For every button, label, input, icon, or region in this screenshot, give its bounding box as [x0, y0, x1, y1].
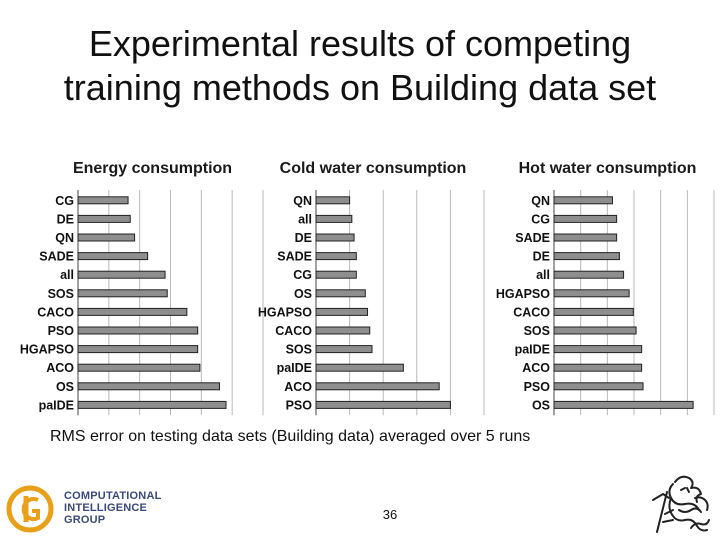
logo-line-1: COMPUTATIONAL	[64, 490, 162, 502]
bar	[553, 233, 618, 242]
bar	[77, 326, 199, 335]
bar	[315, 307, 369, 316]
category-label: DE	[295, 231, 312, 245]
category-label: CACO	[37, 305, 74, 319]
energy-chart: CG DE QN SADE all SOS CACO PSO HGAPSO ACO OS paIDE	[20, 190, 264, 416]
bar	[553, 400, 694, 409]
bar	[315, 400, 451, 409]
bar	[553, 307, 634, 316]
chart-caption: RMS error on testing data sets (Building…	[50, 428, 531, 445]
bar	[315, 233, 355, 242]
category-label: DE	[533, 250, 550, 264]
chart-plot-area: QN all DE SADE CG OS HGAPSO CACO SOS paIDE ACO PSO	[258, 190, 485, 416]
lion-emblem-icon	[652, 475, 710, 533]
bar	[315, 289, 366, 298]
category-label: HGAPSO	[20, 343, 74, 357]
category-label: QN	[55, 231, 74, 245]
bar	[77, 382, 220, 391]
bar	[77, 270, 166, 279]
category-label: SADE	[277, 250, 312, 264]
category-label: CG	[531, 212, 550, 226]
bar	[553, 326, 637, 335]
hot-water-chart: QN CG SADE DE all HGAPSO CACO SOS paIDE ACO PSO OS	[496, 190, 715, 416]
logo-line-3: GROUP	[64, 514, 106, 526]
bar	[77, 214, 131, 223]
cold-water-chart: QN all DE SADE CG OS HGAPSO CACO SOS paIDE ACO PSO	[258, 190, 485, 416]
category-label: ACO	[46, 361, 74, 375]
bar	[553, 363, 643, 372]
bar	[77, 252, 149, 261]
category-label: all	[536, 268, 550, 282]
category-label: SOS	[524, 324, 550, 338]
category-label: PSO	[286, 398, 313, 412]
bar	[315, 270, 357, 279]
category-label: HGAPSO	[496, 287, 550, 301]
bar	[553, 270, 625, 279]
bar	[77, 196, 129, 205]
category-label: SADE	[515, 231, 550, 245]
category-label: SOS	[48, 287, 74, 301]
category-label: CACO	[275, 324, 312, 338]
category-label: OS	[56, 380, 74, 394]
bar	[315, 345, 373, 354]
category-label: CG	[55, 194, 74, 208]
category-label: HGAPSO	[258, 305, 312, 319]
chart-plot-area: CG DE QN SADE all SOS CACO PSO HGAPSO ACO OS paIDE	[20, 190, 264, 416]
bar	[553, 345, 643, 354]
cold-water-chart-title: Cold water consumption	[279, 160, 467, 177]
category-label: all	[298, 212, 312, 226]
bar	[77, 400, 227, 409]
computational-intelligence-group-logo: COMPUTATIONAL INTELLIGENCE GROUP	[4, 484, 174, 534]
category-label: SOS	[286, 343, 312, 357]
bar	[553, 252, 620, 261]
bar	[553, 289, 630, 298]
bar	[77, 289, 168, 298]
category-label: paIDE	[39, 398, 74, 412]
category-label: QN	[293, 194, 312, 208]
hot-water-chart-title: Hot water consumption	[518, 160, 697, 177]
category-label: OS	[294, 287, 312, 301]
category-label: SADE	[39, 250, 74, 264]
category-label: OS	[532, 398, 550, 412]
slide-title-line-2: training methods on Building data set	[63, 67, 657, 108]
energy-chart-title: Energy consumption	[72, 160, 233, 177]
bar	[77, 307, 188, 316]
category-label: CACO	[513, 305, 550, 319]
category-label: paIDE	[515, 343, 550, 357]
category-label: ACO	[522, 361, 550, 375]
chart-plot-area: QN CG SADE DE all HGAPSO CACO SOS paIDE ACO PSO OS	[496, 190, 715, 416]
bar	[315, 252, 357, 261]
cig-logo-text: COMPUTATIONAL INTELLIGENCE GROUP	[64, 490, 162, 526]
bar	[77, 233, 136, 242]
category-label: paIDE	[277, 361, 312, 375]
category-label: all	[60, 268, 74, 282]
bar	[315, 363, 404, 372]
bar	[315, 214, 353, 223]
cig-logo-icon	[6, 485, 54, 533]
slide-title: Experimental results of competing traini…	[0, 22, 720, 110]
bar	[315, 196, 351, 205]
bar	[77, 345, 199, 354]
category-label: CG	[293, 268, 312, 282]
page-number: 36	[382, 507, 398, 522]
category-label: PSO	[48, 324, 75, 338]
category-label: QN	[531, 194, 550, 208]
bar	[553, 196, 613, 205]
bar	[315, 326, 371, 335]
bar	[553, 214, 618, 223]
category-label: PSO	[524, 380, 551, 394]
slide-title-line-1: Experimental results of competing	[88, 23, 632, 64]
bar	[553, 382, 644, 391]
category-label: ACO	[284, 380, 312, 394]
category-label: DE	[57, 212, 74, 226]
logo-line-2: INTELLIGENCE	[64, 502, 148, 514]
bar	[77, 363, 201, 372]
bar	[315, 382, 440, 391]
